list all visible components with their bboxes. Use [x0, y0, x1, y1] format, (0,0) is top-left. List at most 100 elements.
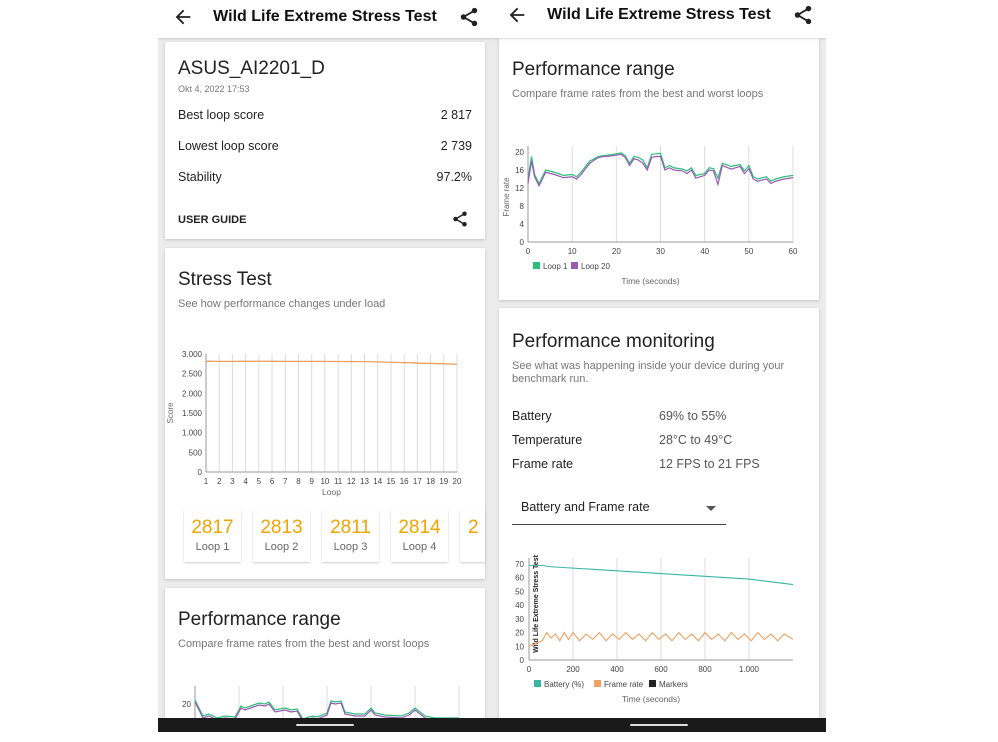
page-title: Wild Life Extreme Stress Test	[213, 8, 437, 25]
y-tick-label: 1.500	[182, 409, 203, 418]
share-icon[interactable]	[451, 210, 469, 228]
loop-tile[interactable]: 2811 Loop 3	[322, 510, 379, 562]
x-tick-label: 50	[744, 247, 753, 256]
y-tick-label: 4	[520, 220, 525, 229]
stress-test-subtitle: See how performance changes under load	[178, 298, 386, 310]
stress-score-chart: 1 2 3 4 5 6 7 8 9 10 11 12 13 14 15 16 17 18 19 2005001.000…	[166, 350, 462, 497]
stress-test-title: Stress Test	[178, 269, 272, 290]
x-tick-label: 18	[426, 477, 435, 486]
performance-monitoring-card: Performance monitoring See what was happ…	[499, 308, 819, 728]
temperature-value: 28°C to 49°C	[659, 433, 733, 447]
loop-tile[interactable]: 2814 Loop 4	[391, 510, 448, 562]
y-tick-label: 12	[515, 184, 524, 193]
x-tick-label: 17	[413, 477, 422, 486]
x-tick-label: 4	[243, 477, 248, 486]
loop-tile[interactable]: 2	[460, 510, 485, 562]
x-tick-label: 8	[296, 477, 301, 486]
performance-monitoring-chart: 0 200 400 600 800 1.000 0 10 20 30 40 50 60 70 Wild Li…	[515, 554, 794, 704]
series-line	[528, 631, 794, 647]
battery-value: 69% to 55%	[659, 409, 727, 423]
y-tick-label: 20	[515, 148, 524, 157]
y-tick-label: 8	[520, 202, 525, 211]
x-tick-label: 9	[309, 477, 314, 486]
y-tick-label: 50	[515, 587, 524, 596]
x-tick-label: 0	[527, 665, 532, 674]
x-tick-label: 60	[789, 247, 798, 256]
loop-score: 2817	[191, 517, 234, 538]
loop-label: Loop 2	[264, 541, 299, 553]
back-arrow-icon[interactable]	[506, 4, 528, 26]
user-guide-link[interactable]: USER GUIDE	[178, 214, 247, 226]
app-bar: Wild Life Extreme Stress Test	[492, 0, 826, 38]
performance-range-title: Performance range	[512, 59, 675, 80]
performance-range-card: Performance range Compare frame rates fr…	[165, 588, 485, 732]
legend-swatch	[649, 680, 656, 687]
subtitle-line: benchmark run.	[512, 373, 589, 385]
y-tick-label: 0	[198, 468, 203, 477]
loop-tile[interactable]: 2817 Loop 1	[184, 510, 241, 562]
loop-label: Loop 3	[333, 541, 368, 553]
loop-tile[interactable]: 2813 Loop 2	[253, 510, 310, 562]
right-screen: Wild Life Extreme Stress Test Performanc…	[492, 0, 826, 732]
loop-score: 2814	[398, 517, 441, 538]
loop-label: Loop 4	[402, 541, 437, 553]
system-nav-bar	[492, 718, 826, 732]
chevron-down-icon	[706, 506, 716, 511]
home-gesture-pill[interactable]	[296, 724, 354, 726]
x-tick-label: 2	[217, 477, 222, 486]
back-arrow-icon[interactable]	[172, 6, 194, 28]
x-axis-label: Loop	[322, 487, 341, 497]
y-axis-label: Frame rate	[502, 177, 511, 217]
system-nav-bar	[158, 718, 492, 732]
device-name: ASUS_AI2201_D	[178, 58, 325, 79]
frame-rate-label: Frame rate	[512, 457, 574, 471]
performance-monitoring-subtitle: See what was happening inside your devic…	[512, 360, 784, 386]
performance-range-subtitle: Compare frame rates from the best and wo…	[512, 88, 764, 100]
performance-range-chart: 0 10 20 30 40 50 60 0 4 8 12 16 20 Frame rate Loop 1 Lo…	[502, 146, 798, 286]
x-tick-label: 13	[360, 477, 369, 486]
series-line	[527, 153, 794, 188]
y-axis-label: Score	[166, 402, 175, 423]
y-tick-label: 2.000	[182, 389, 203, 398]
x-tick-label: 19	[439, 477, 448, 486]
y-tick-label: 70	[515, 560, 524, 569]
y-tick-label: 16	[515, 166, 524, 175]
battery-label: Battery	[512, 409, 552, 423]
y-tick-label: 60	[515, 574, 524, 583]
x-tick-label: 3	[230, 477, 235, 486]
y-tick-label: 20	[515, 629, 524, 638]
lowest-loop-label: Lowest loop score	[178, 139, 279, 153]
x-tick-label: 600	[654, 665, 668, 674]
home-gesture-pill[interactable]	[630, 724, 688, 726]
x-tick-label: 20	[453, 477, 462, 486]
y-tick-label: 0	[520, 656, 525, 665]
legend-label: Loop 1	[543, 262, 568, 271]
x-tick-label: 11	[334, 477, 343, 486]
x-axis-label: Time (seconds)	[622, 694, 680, 704]
performance-monitoring-title: Performance monitoring	[512, 331, 715, 352]
share-icon[interactable]	[458, 6, 480, 28]
series-line	[529, 564, 794, 586]
left-screen: Wild Life Extreme Stress Test ASUS_AI220…	[158, 0, 492, 732]
metric-select-dropdown[interactable]: Battery and Frame rate	[512, 492, 726, 525]
lowest-loop-row: Lowest loop score 2 739	[178, 139, 472, 153]
x-tick-label: 14	[373, 477, 382, 486]
x-tick-label: 10	[568, 247, 577, 256]
loop-score: 2811	[330, 517, 371, 538]
x-tick-label: 1	[204, 477, 209, 486]
performance-range-subtitle: Compare frame rates from the best and wo…	[178, 638, 430, 650]
page-title: Wild Life Extreme Stress Test	[547, 6, 771, 23]
share-icon[interactable]	[792, 4, 814, 26]
y-tick-label: 1.000	[182, 429, 203, 438]
legend-swatch	[594, 680, 601, 687]
test-date: Okt 4, 2022 17:53	[178, 84, 250, 94]
loop-score: 2	[468, 517, 479, 538]
x-tick-label: 5	[257, 477, 262, 486]
x-tick-label: 20	[612, 247, 621, 256]
loop-score: 2813	[260, 517, 303, 538]
best-loop-value: 2 817	[440, 108, 472, 122]
best-loop-label: Best loop score	[178, 108, 265, 122]
y-tick-label: 3.000	[182, 350, 203, 359]
legend-swatch	[533, 262, 540, 269]
legend-label: Frame rate	[604, 680, 644, 689]
